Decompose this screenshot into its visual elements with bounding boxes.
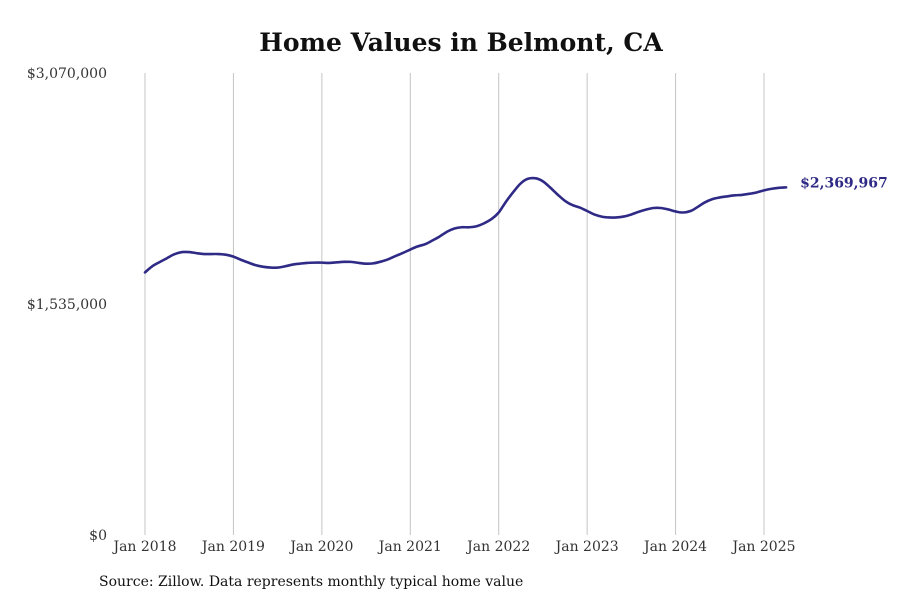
y-axis-ticks: $0 $1,535,000 $3,070,000 [27,66,107,544]
x-tick-label: Jan 2020 [288,539,353,555]
x-tick-label: Jan 2025 [730,539,795,555]
source-note: Source: Zillow. Data represents monthly … [99,574,524,590]
y-tick-label: $0 [89,528,107,544]
x-tick-label: Jan 2024 [642,539,707,555]
chart-title: Home Values in Belmont, CA [259,28,663,57]
x-tick-label: Jan 2022 [465,539,530,555]
x-tick-label: Jan 2023 [554,539,619,555]
y-tick-label: $3,070,000 [27,66,107,82]
x-axis-ticks: Jan 2018 Jan 2019 Jan 2020 Jan 2021 Jan 2022… [111,539,795,555]
series-layer [143,176,788,274]
x-tick-label: Jan 2019 [200,539,265,555]
y-tick-label: $1,535,000 [27,297,107,313]
x-tick-label: Jan 2021 [377,539,442,555]
home-value-line [143,176,788,274]
grid-lines [144,73,765,535]
end-label-layer: $2,369,967 [800,175,888,191]
x-tick-label: Jan 2018 [111,539,176,555]
end-value-label: $2,369,967 [800,175,888,191]
